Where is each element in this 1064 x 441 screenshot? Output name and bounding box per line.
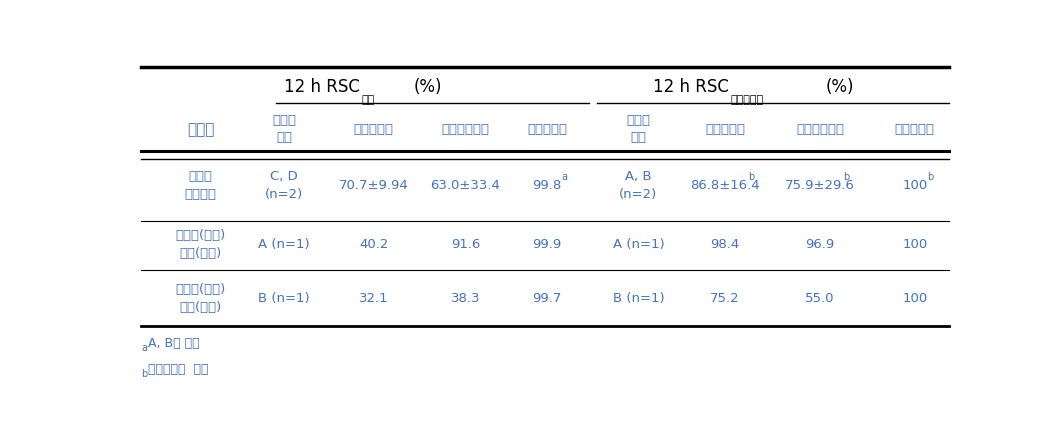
Text: 치약: 치약 xyxy=(362,95,375,105)
Text: 99.7: 99.7 xyxy=(532,292,562,305)
Text: 38.3: 38.3 xyxy=(450,292,480,305)
Text: 청소년(남자)
성인(남자): 청소년(남자) 성인(남자) xyxy=(176,229,226,260)
Text: 70.7±9.94: 70.7±9.94 xyxy=(339,179,409,192)
Text: 32.1: 32.1 xyxy=(359,292,388,305)
Text: a: a xyxy=(562,172,568,182)
Text: 86.8±16.4: 86.8±16.4 xyxy=(691,179,760,192)
Text: b: b xyxy=(142,370,148,379)
Text: 프로필파라벤: 프로필파라벤 xyxy=(796,123,844,136)
Text: 99.9: 99.9 xyxy=(532,238,562,251)
Text: 구중청량제: 구중청량제 xyxy=(731,95,764,105)
Text: A (n=1): A (n=1) xyxy=(259,238,310,251)
Text: B (n=1): B (n=1) xyxy=(613,292,664,305)
Text: b: b xyxy=(748,172,754,182)
Text: 98.4: 98.4 xyxy=(711,238,739,251)
Text: 12 h RSC: 12 h RSC xyxy=(284,78,360,96)
Text: b: b xyxy=(843,172,849,182)
Text: 초등학생만  적용: 초등학생만 적용 xyxy=(148,363,209,376)
Text: 91.6: 91.6 xyxy=(451,238,480,251)
Text: 55.0: 55.0 xyxy=(805,292,834,305)
Text: B (n=1): B (n=1) xyxy=(259,292,310,305)
Text: 75.2: 75.2 xyxy=(711,292,739,305)
Text: 100: 100 xyxy=(902,179,928,192)
Text: 63.0±33.4: 63.0±33.4 xyxy=(430,179,500,192)
Text: 12 h RSC: 12 h RSC xyxy=(653,78,729,96)
Text: 청소년(여자)
성인(여자): 청소년(여자) 성인(여자) xyxy=(176,283,226,314)
Text: 100: 100 xyxy=(902,238,928,251)
Text: 100: 100 xyxy=(902,292,928,305)
Text: 75.9±29.6: 75.9±29.6 xyxy=(785,179,854,192)
Text: 메틸파라벤: 메틸파라벤 xyxy=(705,123,745,136)
Text: a: a xyxy=(142,343,147,353)
Text: 트리클로산: 트리클로산 xyxy=(527,123,567,136)
Text: 99.8: 99.8 xyxy=(532,179,562,192)
Text: 96.9: 96.9 xyxy=(805,238,834,251)
Text: A, B
(n=2): A, B (n=2) xyxy=(619,170,658,201)
Text: A (n=1): A (n=1) xyxy=(613,238,664,251)
Text: 참여자
구분: 참여자 구분 xyxy=(272,114,296,144)
Text: 참여자
구분: 참여자 구분 xyxy=(627,114,650,144)
Text: 프로필파라벤: 프로필파라벤 xyxy=(442,123,489,136)
Text: (%): (%) xyxy=(413,78,442,96)
Text: b: b xyxy=(927,172,933,182)
Text: 40.2: 40.2 xyxy=(359,238,388,251)
Text: 연령군: 연령군 xyxy=(187,122,214,137)
Text: 메틸파라벤: 메틸파라벤 xyxy=(354,123,394,136)
Text: A, B의 평균: A, B의 평균 xyxy=(148,337,199,350)
Text: 트리클로산: 트리클로산 xyxy=(895,123,934,136)
Text: 영유아
초등학생: 영유아 초등학생 xyxy=(185,170,217,201)
Text: C, D
(n=2): C, D (n=2) xyxy=(265,170,303,201)
Text: (%): (%) xyxy=(826,78,854,96)
